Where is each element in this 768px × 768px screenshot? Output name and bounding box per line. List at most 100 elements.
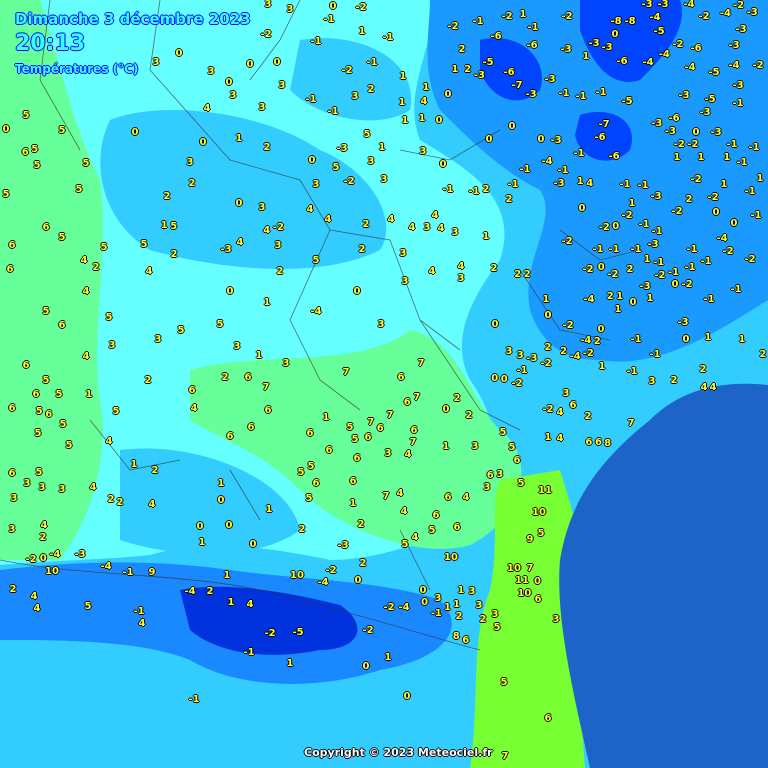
station-temperature: 7 <box>262 382 270 393</box>
station-temperature: -6 <box>608 151 620 162</box>
station-temperature: -5 <box>653 26 665 37</box>
station-temperature: 5 <box>493 621 501 633</box>
station-temperature: 4 <box>203 103 211 114</box>
station-temperature: 7 <box>409 437 417 449</box>
station-temperature: 1 <box>598 361 606 372</box>
station-temperature: -4 <box>683 0 695 10</box>
station-temperature: -1 <box>626 366 638 377</box>
station-temperature: 3 <box>491 609 499 621</box>
station-temperature: -2 <box>343 176 355 187</box>
station-temperature: 1 <box>616 291 624 303</box>
station-temperature: 3 <box>186 157 194 168</box>
station-temperature: 2 <box>170 249 178 260</box>
station-temperature: 2 <box>523 269 531 280</box>
station-temperature: -1 <box>700 256 712 267</box>
station-temperature: 5 <box>305 493 313 504</box>
station-temperature: 2 <box>544 342 552 353</box>
station-temperature: 1 <box>378 142 386 153</box>
station-temperature: 5 <box>499 427 507 438</box>
station-temperature: -1 <box>507 179 519 190</box>
station-temperature: -4 <box>719 8 731 19</box>
station-temperature: 3 <box>207 66 215 77</box>
station-temperature: -1 <box>592 244 604 255</box>
cool-patch-2 <box>290 38 412 121</box>
station-temperature: -2 <box>325 565 337 576</box>
station-temperature: -2 <box>542 404 554 415</box>
station-temperature: 10 <box>532 507 546 518</box>
station-temperature: 6 <box>188 385 196 396</box>
station-temperature: 1 <box>582 50 590 62</box>
station-temperature: 4 <box>411 532 419 543</box>
station-temperature: -4 <box>569 351 581 362</box>
station-temperature: 2 <box>188 178 196 189</box>
station-temperature: 5 <box>75 184 83 195</box>
station-temperature: 1 <box>384 652 392 663</box>
station-temperature: -1 <box>442 184 454 195</box>
map-time: 20:13 <box>15 31 86 56</box>
station-temperature: 0 <box>442 404 450 415</box>
station-temperature: 6 <box>6 264 14 275</box>
station-temperature: 11 <box>538 485 552 496</box>
station-temperature: 3 <box>152 57 160 68</box>
station-temperature: 4 <box>324 214 332 225</box>
station-temperature: 5 <box>363 129 371 140</box>
station-temperature: 1 <box>322 412 330 423</box>
station-temperature: -1 <box>608 244 620 255</box>
station-temperature: 2 <box>221 372 229 383</box>
station-temperature: 2 <box>514 269 522 280</box>
station-temperature: 0 <box>578 203 586 214</box>
station-temperature: 6 <box>264 405 272 416</box>
station-temperature: 3 <box>351 91 359 102</box>
station-temperature: -2 <box>707 192 719 203</box>
station-temperature: 10 <box>45 566 59 577</box>
station-temperature: -4 <box>716 233 728 244</box>
station-temperature: -2 <box>654 269 666 281</box>
station-temperature: 6 <box>486 469 494 481</box>
warm-zone-west <box>0 0 103 560</box>
station-temperature: 4 <box>437 222 445 234</box>
station-temperature: 5 <box>33 160 41 171</box>
station-temperature: -5 <box>708 67 720 78</box>
station-temperature: 2 <box>298 524 306 535</box>
station-temperature: 3 <box>264 0 272 10</box>
station-temperature: 0 <box>196 521 204 532</box>
station-temperature: 4 <box>236 237 244 248</box>
station-temperature: -2 <box>752 60 764 71</box>
station-temperature: 0 <box>226 286 234 297</box>
station-temperature: 1 <box>227 597 235 608</box>
station-temperature: -1 <box>736 157 748 168</box>
station-temperature: -1 <box>519 164 531 175</box>
station-temperature: -1 <box>630 334 642 345</box>
station-temperature: 0 <box>131 127 139 138</box>
station-temperature: -4 <box>583 294 595 305</box>
station-temperature: 4 <box>80 255 88 266</box>
station-temperature: -6 <box>503 67 515 79</box>
station-temperature: -2 <box>582 348 594 359</box>
station-temperature: 4 <box>700 382 708 393</box>
station-temperature: 3 <box>468 586 476 597</box>
station-temperature: 6 <box>325 445 333 456</box>
station-temperature: -1 <box>619 179 631 190</box>
station-temperature: 0 <box>612 221 620 232</box>
station-temperature: 0 <box>491 373 499 384</box>
station-temperature: 3 <box>648 376 656 387</box>
station-temperature: 3 <box>483 482 491 494</box>
station-temperature: -4 <box>580 335 592 346</box>
station-temperature: 1 <box>704 332 712 343</box>
station-temperature: -7 <box>598 119 610 131</box>
station-temperature: 1 <box>756 173 764 185</box>
station-temperature: 3 <box>516 350 524 361</box>
station-temperature: 5 <box>58 232 66 243</box>
station-temperature: 4 <box>387 214 395 225</box>
station-temperature: 2 <box>359 558 367 569</box>
station-temperature: 7 <box>386 410 394 421</box>
station-temperature: -3 <box>677 317 689 328</box>
station-temperature: -3 <box>601 41 613 53</box>
station-temperature: -4 <box>541 156 553 167</box>
station-temperature: -1 <box>557 165 569 177</box>
station-temperature: -3 <box>732 80 744 91</box>
station-temperature: 2 <box>358 244 366 255</box>
station-temperature: 2 <box>759 349 767 360</box>
station-temperature: -3 <box>639 280 651 292</box>
